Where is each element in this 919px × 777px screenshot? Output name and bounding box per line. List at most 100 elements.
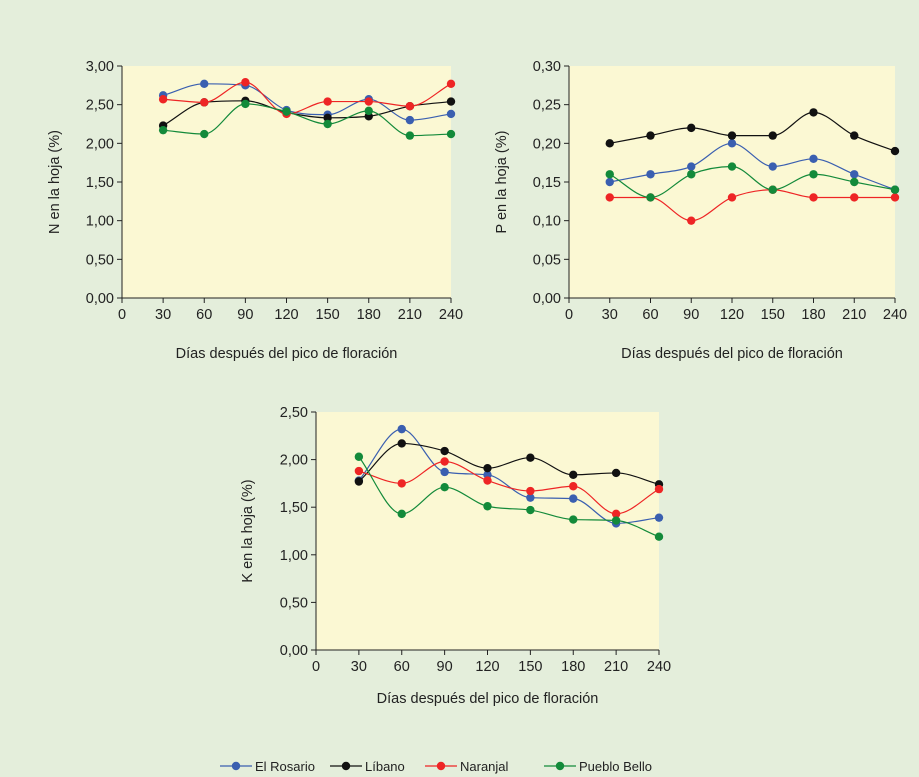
x-tick-label-p: 180 — [801, 307, 825, 323]
y-tick-label-p: 0,10 — [533, 214, 561, 230]
y-tick-label-k: 2,50 — [280, 405, 308, 421]
x-tick-label-n: 30 — [155, 307, 171, 323]
data-point-el-rosario-k — [569, 494, 578, 503]
data-point-pueblo-bello-n — [241, 99, 250, 109]
legend-label-el-rosario: El Rosario — [255, 759, 315, 774]
data-point-naranjal-n — [241, 78, 250, 87]
x-tick-label-p: 0 — [565, 307, 573, 323]
data-point-l-bano-p — [687, 123, 696, 133]
y-tick-label-p: 0,15 — [533, 175, 561, 191]
x-tick-label-k: 120 — [475, 659, 499, 675]
data-point-naranjal-k — [483, 476, 492, 485]
plot-area-n — [122, 66, 451, 298]
data-point-l-bano-p — [809, 108, 818, 117]
data-point-pueblo-bello-p — [809, 170, 818, 179]
data-point-l-bano-k — [440, 446, 449, 456]
plot-area-p — [569, 66, 895, 298]
y-axis-label-p: P en la hoja (%) — [494, 131, 510, 234]
data-point-pueblo-bello-k — [483, 502, 492, 511]
chart-k: 0,00 0,50 1,00 1,50 2,00 2,50 0 30 60 90 120 150 180… — [240, 405, 671, 707]
y-axis-label-n: N en la hoja (%) — [47, 130, 63, 234]
data-point-pueblo-bello-p — [605, 170, 614, 179]
legend-marker-naranjal — [436, 761, 446, 771]
x-tick-label-k: 210 — [604, 659, 628, 675]
legend-marker-pueblo-bello — [555, 761, 565, 771]
data-point-el-rosario-k — [440, 467, 449, 477]
data-point-naranjal-n — [405, 102, 415, 111]
y-axis-label-k: K en la hoja (%) — [240, 479, 256, 582]
x-tick-label-k: 30 — [351, 659, 367, 675]
y-tick-label-n: 3,00 — [86, 59, 114, 75]
data-point-pueblo-bello-p — [727, 162, 737, 171]
data-point-l-bano-k — [354, 477, 364, 486]
data-point-el-rosario-p — [646, 170, 655, 179]
data-point-l-bano-p — [605, 139, 614, 148]
data-point-l-bano-k — [526, 453, 535, 462]
data-point-el-rosario-p — [727, 139, 737, 148]
legend-marker-el-rosario — [231, 761, 241, 771]
data-point-pueblo-bello-p — [646, 193, 655, 202]
x-tick-label-n: 210 — [398, 307, 422, 323]
data-point-el-rosario-p — [605, 177, 614, 187]
data-point-pueblo-bello-p — [850, 177, 859, 187]
data-point-naranjal-k — [354, 466, 364, 476]
data-point-l-bano-p — [727, 131, 737, 140]
legend: El Rosario Líbano Naranjal Pueblo Bello — [220, 759, 652, 774]
y-tick-label-p: 0,30 — [533, 59, 561, 75]
data-point-el-rosario-p — [768, 162, 777, 171]
data-point-el-rosario-n — [405, 115, 415, 125]
data-point-el-rosario-p — [687, 162, 696, 171]
data-point-l-bano-k — [611, 468, 621, 478]
data-point-l-bano-k — [483, 463, 492, 473]
data-point-naranjal-k — [611, 509, 621, 519]
x-tick-label-k: 180 — [561, 659, 585, 675]
x-tick-label-n: 240 — [439, 307, 463, 323]
x-tick-label-n: 60 — [196, 307, 212, 323]
data-point-pueblo-bello-n — [446, 129, 456, 139]
y-tick-label-k: 0,50 — [280, 595, 308, 611]
data-point-l-bano-n — [446, 97, 456, 106]
data-point-pueblo-bello-k — [526, 505, 535, 515]
legend-label-pueblo-bello: Pueblo Bello — [579, 759, 652, 774]
data-point-pueblo-bello-n — [282, 107, 291, 116]
data-point-naranjal-p — [687, 216, 696, 225]
data-point-naranjal-p — [605, 193, 614, 202]
legend-label-naranjal: Naranjal — [460, 759, 509, 774]
legend-label-l-bano: Líbano — [365, 759, 405, 774]
y-tick-label-n: 1,00 — [86, 214, 114, 230]
x-tick-label-n: 0 — [118, 307, 126, 323]
data-point-naranjal-p — [890, 193, 900, 202]
x-tick-label-k: 0 — [312, 659, 320, 675]
x-tick-label-k: 240 — [647, 659, 671, 675]
data-point-pueblo-bello-p — [768, 185, 777, 194]
data-point-l-bano-p — [646, 131, 655, 140]
x-axis-label-n: Días después del pico de floración — [176, 346, 398, 362]
data-point-el-rosario-p — [809, 154, 818, 163]
data-point-naranjal-n — [323, 97, 332, 106]
data-point-el-rosario-k — [397, 424, 406, 434]
data-point-naranjal-p — [850, 193, 859, 202]
data-point-pueblo-bello-k — [440, 483, 449, 492]
data-point-pueblo-bello-n — [200, 129, 209, 139]
x-tick-label-n: 150 — [316, 307, 340, 323]
data-point-naranjal-k — [440, 457, 449, 466]
x-tick-label-p: 240 — [883, 307, 907, 323]
data-point-naranjal-p — [727, 193, 737, 202]
plot-area-k — [316, 412, 659, 650]
data-point-pueblo-bello-k — [397, 509, 406, 519]
x-tick-label-p: 60 — [642, 307, 658, 323]
data-point-pueblo-bello-n — [405, 131, 415, 140]
data-point-pueblo-bello-p — [687, 170, 696, 179]
y-tick-label-k: 2,00 — [280, 453, 308, 469]
data-point-naranjal-p — [809, 193, 818, 202]
x-tick-label-k: 60 — [394, 659, 410, 675]
data-point-naranjal-k — [526, 486, 535, 496]
y-tick-label-n: 2,00 — [86, 136, 114, 152]
x-tick-label-k: 150 — [518, 659, 542, 675]
y-tick-label-p: 0,25 — [533, 98, 561, 114]
data-point-l-bano-n — [323, 113, 332, 123]
data-point-l-bano-p — [890, 146, 900, 156]
y-tick-label-k: 1,50 — [280, 500, 308, 516]
data-point-el-rosario-n — [446, 109, 456, 119]
